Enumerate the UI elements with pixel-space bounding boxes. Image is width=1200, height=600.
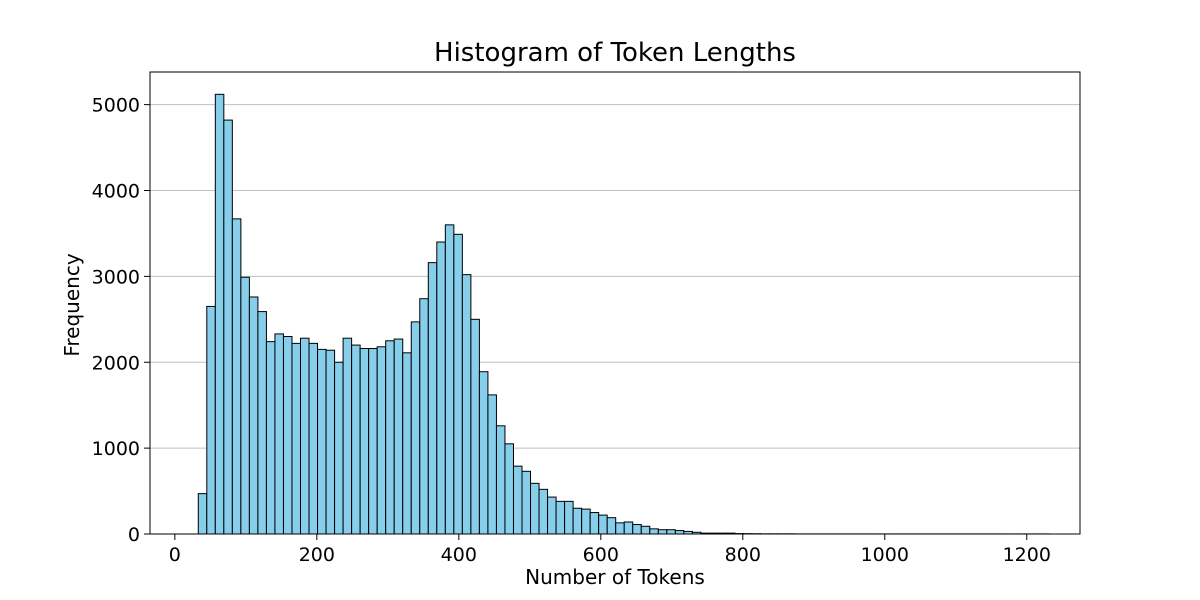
histogram-bar bbox=[231, 218, 242, 535]
histogram-bar bbox=[376, 346, 387, 535]
histogram-bar bbox=[300, 337, 310, 535]
histogram-bar bbox=[530, 482, 540, 535]
histogram-bar bbox=[419, 298, 429, 535]
histogram-bar bbox=[657, 529, 668, 535]
x-tick-label: 600 bbox=[583, 544, 619, 566]
histogram-bar bbox=[598, 514, 608, 535]
histogram-bar bbox=[410, 321, 421, 535]
histogram-bar bbox=[495, 425, 506, 535]
y-axis-label: Frequency bbox=[60, 253, 84, 357]
histogram-bar bbox=[461, 274, 472, 535]
histogram-bar bbox=[640, 525, 651, 535]
histogram-bar bbox=[265, 341, 276, 535]
y-tick-label: 1000 bbox=[92, 438, 140, 460]
histogram-bar bbox=[666, 529, 676, 535]
histogram-bar bbox=[214, 93, 225, 535]
histogram-bar bbox=[274, 333, 284, 535]
histogram-bar bbox=[632, 524, 642, 535]
histogram-bar bbox=[325, 349, 336, 535]
histogram-bar bbox=[547, 496, 557, 535]
histogram-bar bbox=[504, 443, 514, 535]
y-axis-ticks: 0 1000 2000 3000 4000 5000 bbox=[92, 95, 150, 546]
histogram-bar bbox=[444, 224, 455, 535]
x-tick-label: 400 bbox=[441, 544, 477, 566]
histogram-bar bbox=[368, 348, 378, 535]
y-tick-label: 0 bbox=[128, 524, 140, 546]
histogram-bar bbox=[282, 335, 293, 535]
histogram-bar bbox=[453, 233, 463, 535]
histogram-bar bbox=[581, 508, 591, 535]
y-tick-label: 4000 bbox=[92, 181, 140, 203]
x-tick-label: 1000 bbox=[861, 544, 909, 566]
histogram-bar bbox=[291, 342, 302, 535]
histogram-bars bbox=[197, 93, 1051, 535]
histogram-bar bbox=[589, 512, 600, 535]
x-axis-ticks: 0 200 400 600 800 1000 1200 bbox=[169, 534, 1051, 566]
histogram-bar bbox=[436, 241, 446, 535]
histogram-bar bbox=[317, 348, 327, 535]
x-tick-label: 200 bbox=[299, 544, 335, 566]
histogram-bar bbox=[342, 337, 353, 535]
histogram-bar bbox=[240, 276, 250, 535]
x-tick-label: 0 bbox=[169, 544, 181, 566]
x-tick-label: 800 bbox=[725, 544, 761, 566]
histogram-bar bbox=[427, 262, 438, 535]
y-tick-label: 5000 bbox=[92, 95, 140, 117]
y-tick-label: 2000 bbox=[92, 352, 140, 374]
histogram-bar bbox=[248, 296, 259, 535]
histogram-bar bbox=[555, 500, 566, 535]
histogram-bar bbox=[538, 488, 549, 535]
histogram-bar bbox=[351, 344, 361, 535]
histogram-bar bbox=[674, 530, 685, 535]
histogram-bar bbox=[649, 528, 659, 535]
histogram-bar bbox=[393, 338, 404, 535]
histogram-bar bbox=[334, 361, 344, 535]
histogram-bar bbox=[564, 500, 574, 535]
histogram-bar bbox=[470, 318, 480, 535]
histogram-bar bbox=[402, 352, 412, 535]
histogram-bar bbox=[521, 470, 532, 535]
x-axis-label: Number of Tokens bbox=[525, 565, 705, 589]
histogram-bar bbox=[606, 517, 617, 535]
histogram-bar bbox=[206, 305, 216, 535]
x-tick-label: 1200 bbox=[1003, 544, 1051, 566]
y-tick-label: 3000 bbox=[92, 266, 140, 288]
histogram-bar bbox=[615, 522, 625, 535]
chart-title: Histogram of Token Lengths bbox=[434, 38, 796, 68]
plot-frame bbox=[149, 71, 1081, 535]
histogram-bar bbox=[197, 493, 208, 535]
histogram-bar bbox=[385, 340, 395, 535]
histogram-bar bbox=[572, 507, 583, 535]
histogram-bar bbox=[359, 348, 370, 535]
histogram-bar bbox=[512, 465, 523, 535]
histogram-bar bbox=[257, 311, 267, 535]
histogram-bar bbox=[487, 394, 497, 535]
histogram-bar bbox=[308, 342, 319, 535]
histogram-bar bbox=[223, 119, 233, 535]
histogram-bar bbox=[478, 371, 489, 535]
histogram-bar bbox=[623, 521, 634, 535]
